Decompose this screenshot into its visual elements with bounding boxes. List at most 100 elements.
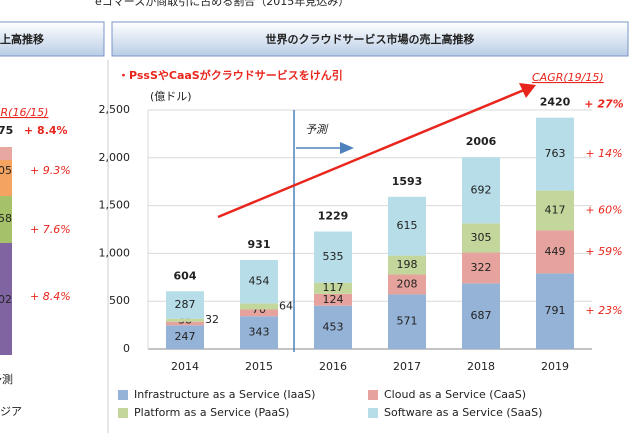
cagr-label: + 60% [585, 204, 622, 217]
cagr-label: + 23% [585, 304, 622, 317]
y-tick-label: 1,500 [99, 199, 131, 212]
value-label: 247 [175, 330, 196, 343]
total-label: 2420 [540, 96, 571, 109]
value-label: 615 [397, 219, 418, 232]
total-label: 2006 [466, 135, 497, 148]
bar-segment [536, 273, 574, 349]
left-total: 75 [0, 124, 13, 137]
bar-segment [314, 282, 352, 294]
y-tick-label: 0 [123, 342, 130, 355]
bar-segment [388, 274, 426, 295]
left-segment-label: 58 [0, 212, 12, 225]
left-bar [0, 196, 12, 243]
value-label: 449 [545, 245, 566, 258]
bar-segment [462, 283, 500, 349]
left-bar [0, 243, 12, 355]
y-tick-label: 1,000 [99, 246, 131, 259]
legend-swatch [118, 408, 128, 418]
value-label: 64 [279, 299, 293, 312]
bar-segment [388, 294, 426, 349]
value-label: 208 [397, 277, 418, 290]
x-tick-label: 2018 [467, 360, 495, 373]
bar-segment [166, 291, 204, 319]
total-label: 1229 [318, 210, 349, 223]
bar-segment [462, 157, 500, 224]
cagr-label: + 14% [585, 147, 622, 160]
left-header-box [0, 21, 105, 57]
left-cagr-title: GR(16/15) [0, 106, 48, 119]
value-label: 117 [323, 281, 344, 294]
y-unit: (億ドル) [150, 90, 192, 103]
left-note: 予測 [0, 372, 13, 386]
value-label: 124 [323, 293, 344, 306]
left-cagr: + 7.6% [30, 223, 71, 236]
left-bar [0, 147, 12, 160]
y-tick-label: 2,000 [99, 151, 131, 164]
left-total-cagr: + 8.4% [24, 124, 68, 137]
bar-segment [536, 230, 574, 274]
forecast-label: 予測 [305, 123, 329, 136]
trend-arrow [217, 88, 525, 219]
value-label: 571 [397, 315, 418, 328]
y-tick-label: 2,500 [99, 103, 131, 116]
header-text: eコマースが商取引に占める割合（2015年見込み） [95, 0, 349, 8]
main-header-box [111, 21, 629, 57]
value-label: 687 [471, 309, 492, 322]
forecast-arrow-head [340, 142, 354, 154]
value-label: 287 [175, 298, 196, 311]
total-label: 1593 [392, 175, 423, 188]
value-label: 32 [205, 313, 219, 326]
bar-segment [388, 255, 426, 275]
legend-label: Platform as a Service (PaaS) [134, 406, 289, 419]
bar-segment [240, 259, 278, 304]
value-label: 343 [249, 326, 270, 339]
value-label: 305 [471, 231, 492, 244]
bar-segment [240, 303, 278, 310]
bar-segment [314, 293, 352, 306]
legend-label: Software as a Service (SaaS) [384, 406, 542, 419]
bar-segment [314, 231, 352, 283]
x-tick-label: 2015 [245, 360, 273, 373]
value-label: 454 [249, 275, 270, 288]
cagr-label: + 59% [585, 245, 622, 258]
total-label: 931 [248, 238, 271, 251]
y-tick-label: 500 [109, 294, 130, 307]
bar-segment [462, 252, 500, 284]
subtitle: ・PssSやCaaSがクラウドサービスをけん引 [118, 68, 343, 82]
left-cagr: + 9.3% [30, 164, 71, 177]
bar-segment [240, 316, 278, 349]
bar-segment [314, 305, 352, 349]
value-label: 453 [323, 320, 344, 333]
bar-segment [462, 223, 500, 253]
legend-label: Cloud as a Service (CaaS) [384, 388, 526, 401]
left-cagr: + 8.4% [30, 290, 71, 303]
bar-segment [388, 196, 426, 256]
value-label: 417 [545, 204, 566, 217]
value-label: 322 [471, 261, 492, 274]
bar-segment [240, 309, 278, 317]
total-label: 604 [174, 269, 197, 282]
total-cagr: + 27% [584, 98, 623, 111]
bar-segment [166, 321, 204, 326]
value-label: 791 [545, 304, 566, 317]
legend-label: Infrastructure as a Service (IaaS) [134, 388, 315, 401]
left-region: ジア [0, 405, 22, 418]
x-tick-label: 2019 [541, 360, 569, 373]
left-title: 上高推移 [0, 32, 44, 46]
trend-arrow-head [519, 83, 536, 98]
value-label: 692 [471, 183, 492, 196]
x-tick-label: 2014 [171, 360, 199, 373]
value-label: 763 [545, 147, 566, 160]
legend-swatch [368, 408, 378, 418]
left-segment-label: 05 [0, 164, 12, 177]
bar-segment [166, 325, 204, 349]
value-label: 198 [397, 258, 418, 271]
bar-segment [536, 117, 574, 191]
bar-segment [166, 318, 204, 322]
legend-swatch [368, 390, 378, 400]
legend-swatch [118, 390, 128, 400]
x-tick-label: 2017 [393, 360, 421, 373]
bar-segment [536, 190, 574, 231]
cagr-title: CAGR(19/15) [532, 71, 604, 84]
left-segment-label: 02 [0, 293, 12, 306]
